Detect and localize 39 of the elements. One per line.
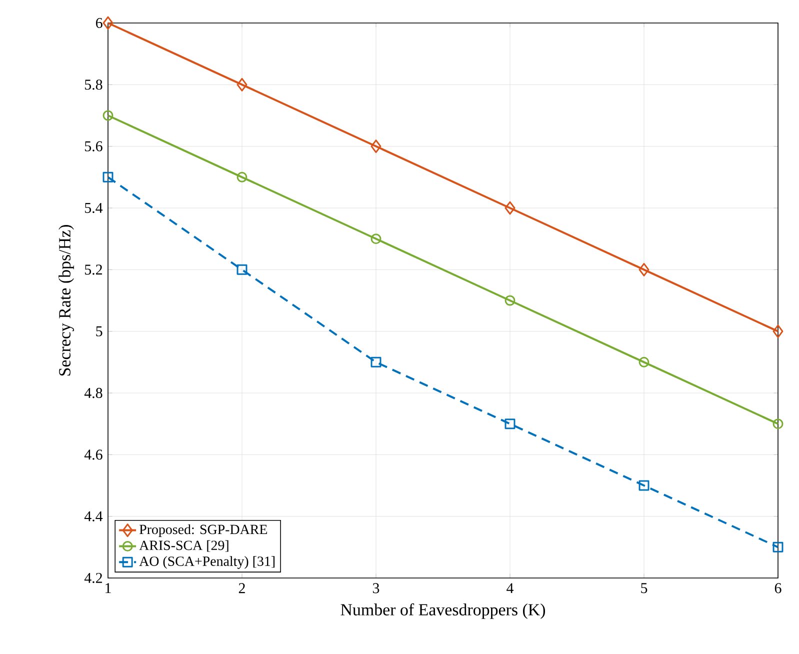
point bbox=[102, 16, 114, 30]
point bbox=[504, 201, 516, 215]
point bbox=[504, 295, 516, 306]
x-tick-label: 3 bbox=[372, 583, 380, 594]
x-tick-label: 4 bbox=[506, 583, 514, 594]
point bbox=[772, 542, 784, 552]
point bbox=[370, 140, 382, 154]
x-tick-label: 2 bbox=[238, 583, 245, 594]
legend-label: AO (SCA+Penalty) [31] bbox=[139, 556, 275, 569]
y-axis-title: Secrecy Rate (bps/Hz) bbox=[58, 225, 74, 376]
x-tick-label: 5 bbox=[641, 583, 648, 594]
x-tick-label: 6 bbox=[774, 583, 782, 594]
point bbox=[236, 78, 248, 92]
point bbox=[504, 418, 516, 430]
point bbox=[236, 264, 248, 275]
y-tick-label: 4.4 bbox=[84, 511, 103, 522]
point bbox=[370, 356, 382, 368]
y-tick-label: 5.8 bbox=[85, 80, 102, 90]
y-tick-label: 6 bbox=[96, 18, 102, 28]
y-tick-label: 5.4 bbox=[85, 202, 103, 214]
point bbox=[102, 172, 114, 182]
y-tick-label: 5.2 bbox=[85, 264, 102, 275]
legend-label: ARIS-SCA [29] bbox=[139, 540, 228, 552]
x-tick-label: 1 bbox=[106, 583, 111, 594]
point bbox=[772, 324, 784, 338]
point bbox=[772, 418, 784, 430]
y-tick-label: 5 bbox=[96, 326, 102, 336]
point bbox=[236, 172, 248, 182]
y-tick-label: 4.6 bbox=[84, 450, 102, 460]
y-tick-label: 5.6 bbox=[85, 141, 102, 152]
y-tick-label: 4.8 bbox=[84, 388, 102, 398]
point bbox=[638, 262, 650, 276]
point bbox=[102, 110, 114, 121]
x-axis-title: Number of Eavesdroppers (K) bbox=[340, 603, 546, 619]
legend-label: Proposed: SGP-DARE bbox=[139, 524, 268, 537]
y-tick-label: 4.2 bbox=[84, 572, 102, 584]
point bbox=[370, 234, 382, 244]
point bbox=[638, 480, 650, 491]
point bbox=[638, 356, 650, 368]
